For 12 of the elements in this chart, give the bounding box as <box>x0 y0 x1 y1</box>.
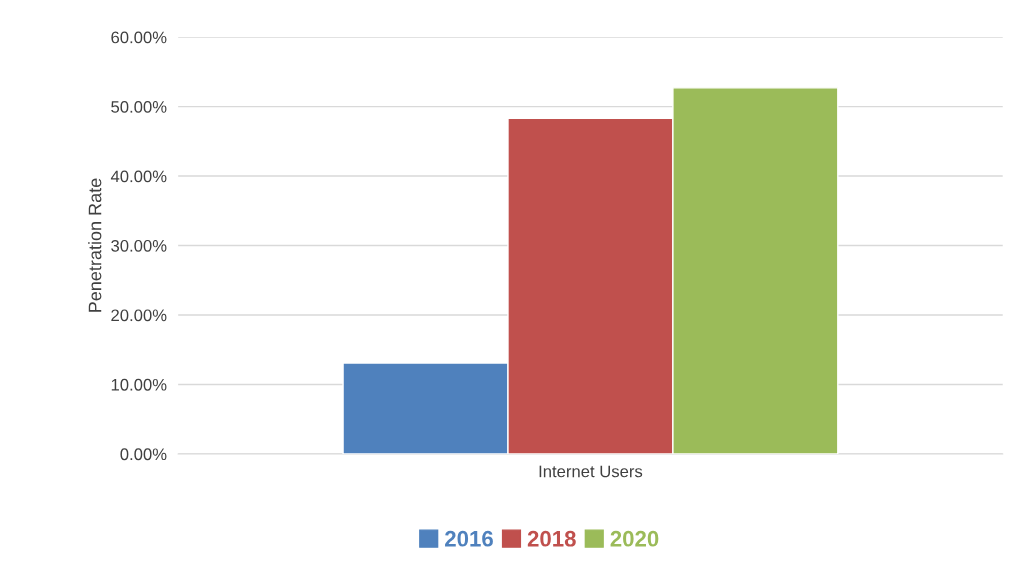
y-tick-label: 60.00% <box>111 31 167 44</box>
y-axis-title: Penetration Rate <box>88 178 102 312</box>
y-tick-label: 10.00% <box>111 378 167 391</box>
legend-label: 2020 <box>610 530 659 547</box>
y-tick-label: 0.00% <box>120 448 167 461</box>
y-tick-label: 50.00% <box>111 100 167 113</box>
legend-label: 2016 <box>445 530 493 547</box>
y-tick-label: 20.00% <box>111 309 167 322</box>
y-tick-label: 30.00% <box>111 239 167 252</box>
y-tick-label: 40.00% <box>110 170 167 183</box>
legend-label: 2018 <box>527 530 576 547</box>
x-tick-label: Internet Users <box>539 465 643 478</box>
